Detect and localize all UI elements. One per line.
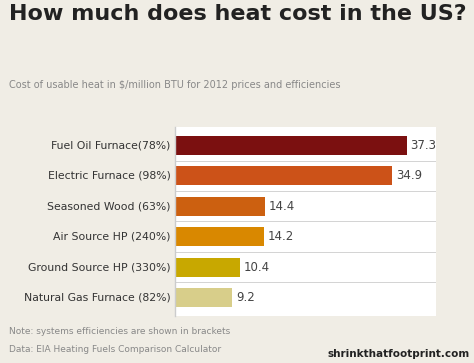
- Text: 37.3: 37.3: [410, 139, 437, 152]
- Text: 14.2: 14.2: [267, 230, 293, 243]
- Bar: [175, 227, 264, 246]
- Text: Note: systems efficiencies are shown in brackets: Note: systems efficiencies are shown in …: [9, 327, 231, 336]
- Text: 9.2: 9.2: [236, 291, 255, 304]
- Bar: [175, 136, 407, 155]
- Bar: [175, 258, 240, 277]
- Text: Cost of usable heat in $/million BTU for 2012 prices and efficiencies: Cost of usable heat in $/million BTU for…: [9, 80, 341, 90]
- Text: Seasoned Wood (63%): Seasoned Wood (63%): [47, 201, 171, 211]
- Bar: [175, 166, 392, 185]
- Text: 10.4: 10.4: [244, 261, 270, 274]
- Text: Electric Furnace (98%): Electric Furnace (98%): [48, 171, 171, 181]
- Text: 34.9: 34.9: [396, 169, 422, 182]
- Text: Fuel Oil Furnace(78%): Fuel Oil Furnace(78%): [51, 140, 171, 150]
- Text: Ground Source HP (330%): Ground Source HP (330%): [28, 262, 171, 272]
- Text: Data: EIA Heating Fuels Comparison Calculator: Data: EIA Heating Fuels Comparison Calcu…: [9, 345, 222, 354]
- Text: 14.4: 14.4: [268, 200, 295, 213]
- Bar: [175, 197, 265, 216]
- Text: How much does heat cost in the US?: How much does heat cost in the US?: [9, 4, 467, 24]
- Text: shrinkthatfootprint.com: shrinkthatfootprint.com: [327, 349, 469, 359]
- Text: Natural Gas Furnace (82%): Natural Gas Furnace (82%): [24, 293, 171, 302]
- Bar: [175, 288, 232, 307]
- Text: Air Source HP (240%): Air Source HP (240%): [53, 232, 171, 242]
